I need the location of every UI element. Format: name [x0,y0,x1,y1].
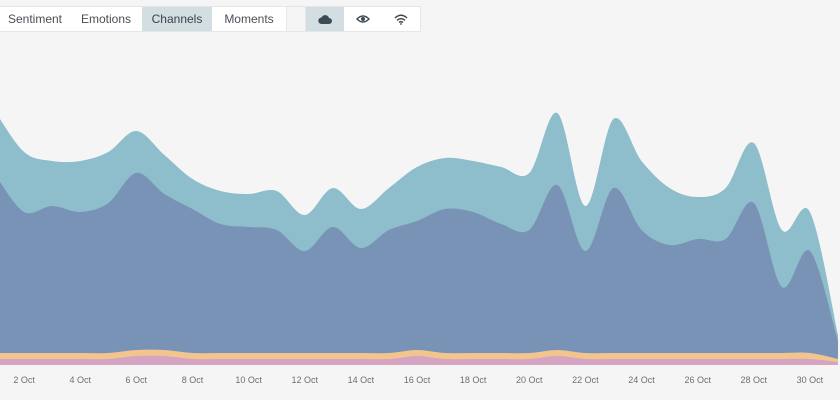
x-tick-label: 12 Oct [291,375,318,385]
series-main-area [0,172,838,365]
cloud-button[interactable] [306,7,344,31]
x-tick-label: 28 Oct [741,375,768,385]
chart-areas [0,112,838,365]
eye-icon [356,15,370,23]
x-tick-label: 18 Oct [460,375,487,385]
wifi-button[interactable] [382,7,420,31]
x-tick-label: 4 Oct [69,375,91,385]
cloud-icon [318,15,332,24]
top-toolbar: Sentiment Emotions Channels Moments [0,6,421,32]
wifi-icon [394,14,408,25]
x-tick-label: 2 Oct [13,375,35,385]
x-tick-label: 24 Oct [628,375,655,385]
x-tick-label: 14 Oct [348,375,375,385]
series-pink-area [0,355,838,365]
tab-emotions[interactable]: Emotions [80,12,132,26]
x-tick-label: 20 Oct [516,375,543,385]
x-tick-label: 6 Oct [126,375,148,385]
x-tick-label: 26 Oct [684,375,711,385]
x-tick-label: 30 Oct [797,375,824,385]
x-tick-label: 16 Oct [404,375,431,385]
tab-moments[interactable]: Moments [224,12,274,26]
toolbar-separator [286,7,306,31]
x-tick-label: 10 Oct [235,375,262,385]
eye-button[interactable] [344,7,382,31]
x-axis-ticks: 2 Oct 4 Oct 6 Oct 8 Oct 10 Oct 12 Oct 14 Oct 16… [13,375,823,385]
tab-sentiment[interactable]: Sentiment [7,12,63,26]
x-tick-label: 8 Oct [182,375,204,385]
tab-channels[interactable]: Channels [142,7,212,31]
x-tick-label: 22 Oct [572,375,599,385]
